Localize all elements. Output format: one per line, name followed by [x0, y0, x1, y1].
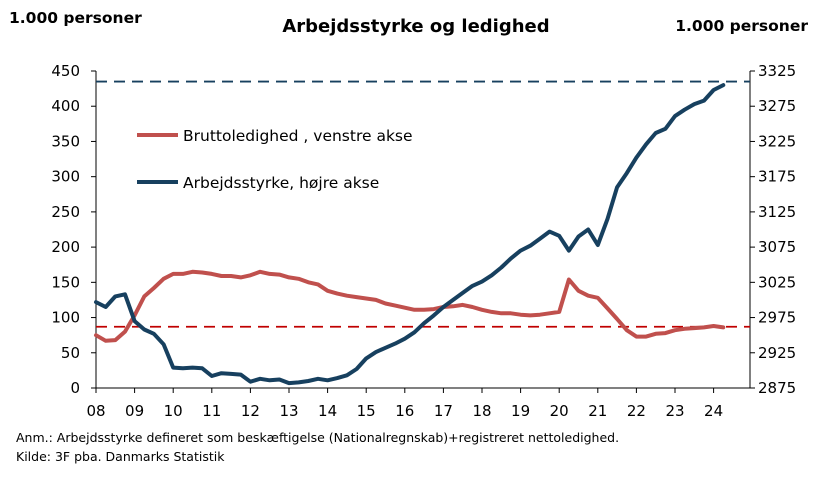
footnote-anm: Anm.: Arbejdsstyrke defineret som beskæf… — [16, 430, 620, 445]
right-tick-label: 3125 — [758, 203, 796, 221]
right-axis-unit-label: 1.000 personer — [675, 17, 808, 35]
left-tick-label: 450 — [51, 62, 80, 80]
x-tick-label: 08 — [86, 402, 105, 420]
x-tick-label: 11 — [202, 402, 221, 420]
x-tick-label: 17 — [434, 402, 453, 420]
left-tick-label: 250 — [51, 203, 80, 221]
series-line-bruttoledighed — [94, 269, 726, 343]
left-tick-label: 0 — [70, 379, 80, 397]
right-tick-label: 2975 — [758, 309, 796, 327]
right-tick-label: 3275 — [758, 97, 796, 115]
x-tick-label: 18 — [472, 402, 491, 420]
right-tick-label: 2925 — [758, 344, 796, 362]
left-tick-label: 300 — [51, 168, 80, 186]
right-tick-label: 2875 — [758, 379, 796, 397]
x-tick-label: 10 — [164, 402, 183, 420]
legend-label-arbejdsstyrke: Arbejdsstyrke, højre akse — [183, 174, 379, 192]
chart-title: Arbejdsstyrke og ledighed — [282, 16, 550, 37]
series-line-arbejdsstyrke — [94, 83, 726, 386]
x-tick-label: 21 — [588, 402, 607, 420]
x-tick-label: 23 — [665, 402, 684, 420]
left-tick-label: 350 — [51, 132, 80, 150]
x-tick-label: 20 — [550, 402, 569, 420]
left-axis-unit-label: 1.000 personer — [9, 9, 142, 27]
x-tick-label: 16 — [395, 402, 414, 420]
right-tick-label: 3175 — [758, 168, 796, 186]
right-tick-label: 3325 — [758, 62, 796, 80]
x-tick-label: 24 — [704, 402, 723, 420]
left-tick-label: 50 — [61, 344, 80, 362]
left-tick-label: 100 — [51, 309, 80, 327]
x-tick-label: 22 — [627, 402, 646, 420]
x-tick-label: 13 — [279, 402, 298, 420]
x-tick-label: 19 — [511, 402, 530, 420]
legend-label-bruttoledighed: Bruttoledighed , venstre akse — [183, 127, 413, 145]
x-tick-label: 15 — [357, 402, 376, 420]
right-tick-label: 3225 — [758, 132, 796, 150]
left-tick-label: 400 — [51, 97, 80, 115]
right-tick-label: 3075 — [758, 238, 796, 256]
x-tick-label: 12 — [241, 402, 260, 420]
x-tick-label: 14 — [318, 402, 337, 420]
left-tick-label: 200 — [51, 238, 80, 256]
x-tick-label: 09 — [125, 402, 144, 420]
left-tick-label: 150 — [51, 273, 80, 291]
right-tick-label: 3025 — [758, 273, 796, 291]
footnote-kilde: Kilde: 3F pba. Danmarks Statistik — [16, 449, 225, 464]
